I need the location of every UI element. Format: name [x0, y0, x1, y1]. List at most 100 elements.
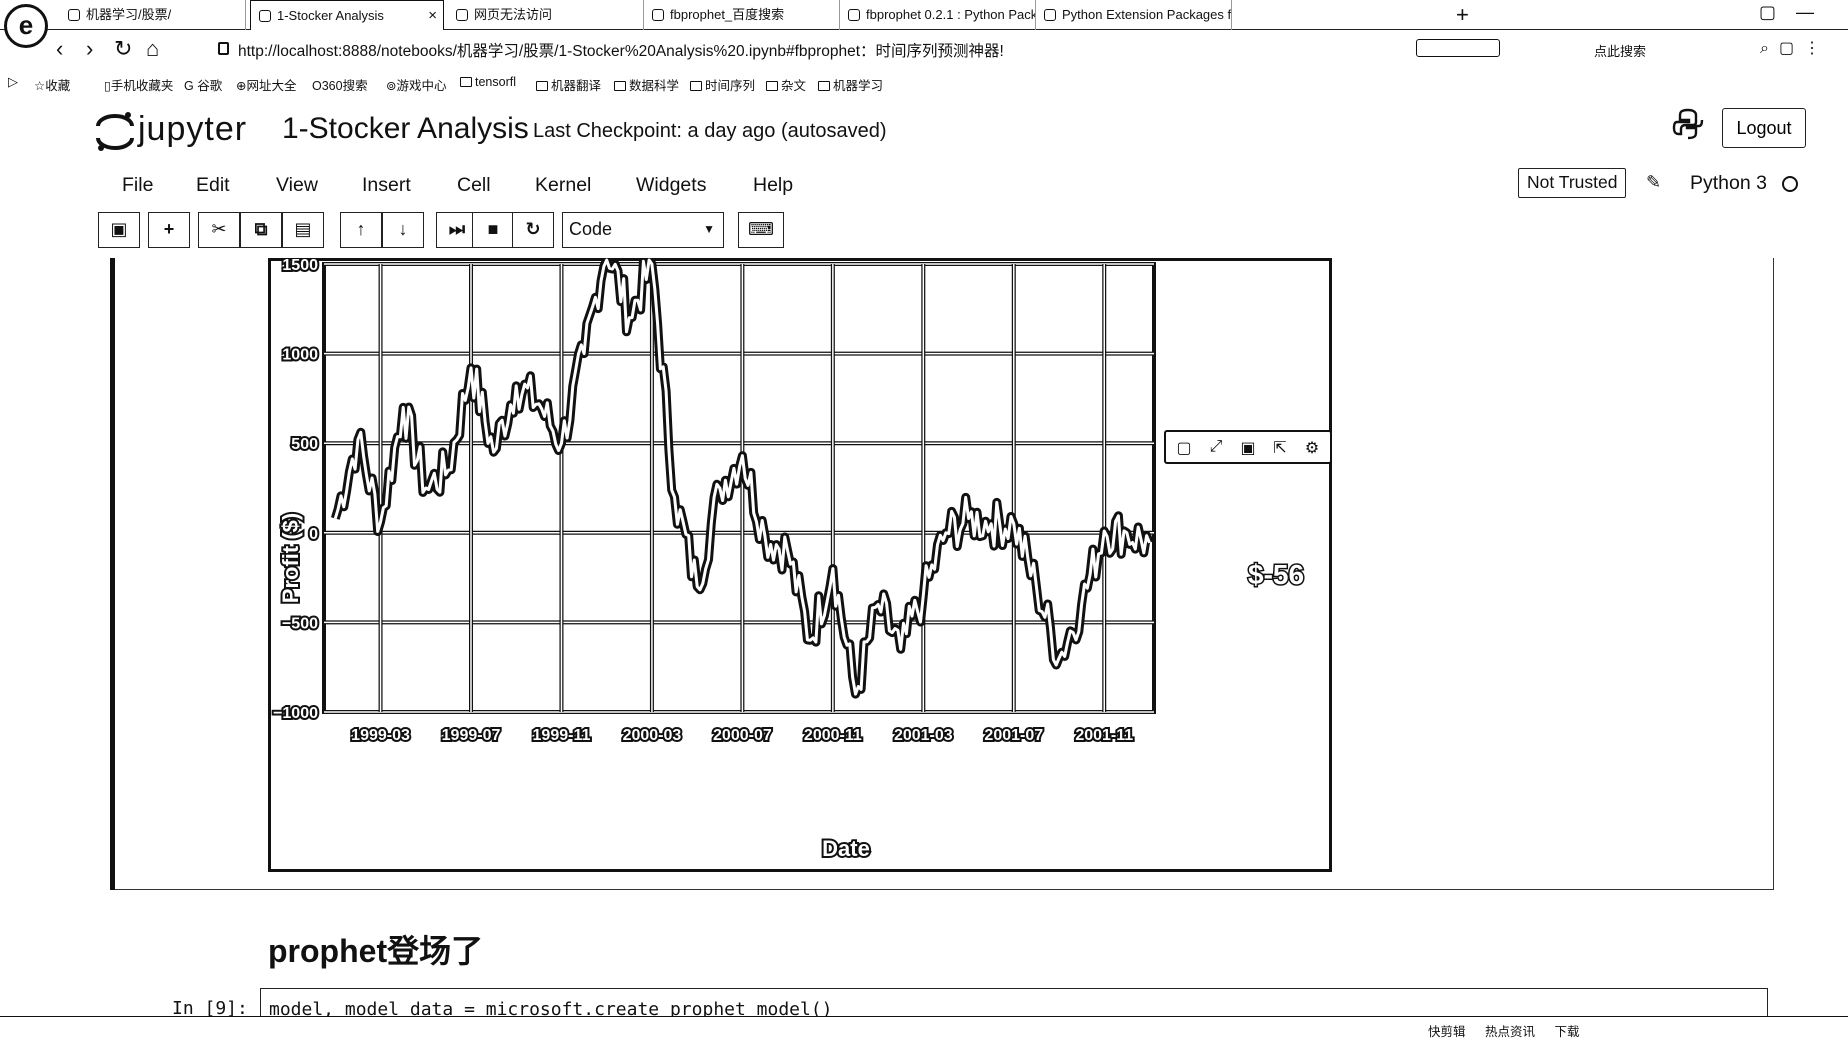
bookmark-hao[interactable]: ⊕网址大全 — [236, 79, 297, 93]
copy-icon[interactable]: ▢ — [1176, 440, 1192, 457]
input-prompt: In [9]: — [172, 998, 248, 1019]
chart-grid — [322, 262, 1156, 714]
menu-file[interactable]: File — [122, 174, 154, 196]
menu-bar: File Edit View Insert Cell Kernel Widget… — [0, 170, 1848, 206]
hot-search-link[interactable]: 点此搜索 — [1594, 44, 1647, 59]
copy-icon[interactable]: ⧉ — [240, 212, 282, 248]
move-down-icon[interactable]: ↓ — [382, 212, 424, 248]
x-tick-label: 2000-03 — [623, 727, 682, 744]
plot-border — [322, 262, 1156, 714]
python-icon — [848, 9, 860, 21]
y-tick-label: −500 — [282, 615, 318, 632]
menu-kernel[interactable]: Kernel — [535, 174, 592, 196]
bookmark-translate[interactable]: 机器翻译 — [536, 75, 601, 94]
search-box[interactable] — [1416, 39, 1500, 57]
y-tick-label: 500 — [291, 436, 318, 453]
jupyter-header: jupyter 1-Stocker Analysis Last Checkpoi… — [0, 98, 1848, 258]
cut-icon[interactable]: ✂ — [198, 212, 240, 248]
menu-view[interactable]: View — [276, 174, 318, 196]
status-hotnews[interactable]: 热点资讯 — [1485, 1025, 1536, 1039]
notebook-title[interactable]: 1-Stocker Analysis — [282, 112, 529, 145]
profit-chart[interactable]: 1500 1000 500 0 −500 −1000 1999-03 1999-07 1999-… — [268, 258, 1332, 872]
bookmark-games[interactable]: ⊚游戏中心 — [386, 79, 447, 93]
y-tick-label: 1500 — [282, 258, 318, 274]
logout-button[interactable]: Logout — [1722, 108, 1806, 148]
pencil-icon[interactable]: ✎ — [1646, 172, 1662, 192]
tab-stocker-analysis[interactable]: 1-Stocker Analysis × — [250, 0, 444, 30]
bookmark-datascience[interactable]: 数据科学 — [614, 75, 679, 94]
x-tick-label: 1999-03 — [351, 727, 410, 744]
code-cell[interactable]: model, model_data = microsoft.create_pro… — [260, 988, 1768, 1022]
bookmark-ml[interactable]: 机器学习 — [818, 75, 883, 94]
trust-status-button[interactable]: Not Trusted — [1518, 168, 1627, 198]
keyboard-icon[interactable]: ⌨ — [738, 212, 784, 248]
restart-icon[interactable]: ↻ — [512, 212, 554, 248]
browser-status-bar: 快剪辑 热点资讯 下载 — [0, 1016, 1848, 1040]
folder-icon — [766, 81, 778, 91]
tab-machine-learning[interactable]: 机器学习/股票/ — [60, 0, 246, 30]
tab-fbprophet-pypi[interactable]: fbprophet 0.2.1 : Python Pack — [840, 0, 1036, 30]
folder-icon — [460, 77, 472, 87]
paw-icon — [652, 9, 664, 21]
jupyter-logo-text[interactable]: jupyter — [138, 110, 248, 148]
menu-help[interactable]: Help — [753, 174, 794, 196]
stop-icon[interactable]: ■ — [472, 212, 514, 248]
x-tick-label: 2001-07 — [984, 727, 1043, 744]
menu-insert[interactable]: Insert — [362, 174, 411, 196]
loading-icon — [259, 10, 271, 22]
tab-python-extension-packages[interactable]: Python Extension Packages fc — [1036, 0, 1232, 30]
jupyter-logo-icon[interactable] — [94, 110, 136, 152]
save-icon[interactable]: ▣ — [98, 212, 140, 248]
forward-icon[interactable]: › — [86, 36, 94, 61]
back-icon[interactable]: ‹ — [56, 36, 64, 61]
code-text[interactable]: model, model_data = microsoft.create_pro… — [269, 999, 833, 1020]
toolbar-icons[interactable]: ⌕▢⋮ — [1760, 40, 1831, 57]
bookmark-360[interactable]: O360搜索 — [312, 79, 368, 93]
last-value-annotation: $-56 — [1248, 559, 1304, 590]
tab-page-unavailable[interactable]: 网页无法访问 — [448, 0, 644, 30]
bookmark-misc[interactable]: 杂文 — [766, 75, 806, 94]
y-axis-label: Profit ($) — [278, 513, 303, 603]
y-tick-label: −1000 — [273, 705, 318, 722]
menu-cell[interactable]: Cell — [457, 174, 491, 196]
status-download[interactable]: 下载 — [1554, 1025, 1580, 1039]
cell-selection-bar — [110, 258, 115, 890]
cell-type-select[interactable]: Code ▼ — [562, 212, 724, 248]
bookmark-timeseries[interactable]: 时间序列 — [690, 75, 755, 94]
chart-series — [330, 258, 1154, 699]
paste-icon[interactable]: ▤ — [282, 212, 324, 248]
tab-fbprophet-baidu[interactable]: fbprophet_百度搜索 — [644, 0, 840, 30]
y-tick-label: 1000 — [282, 347, 318, 364]
run-icon[interactable]: ⏭ — [436, 212, 478, 248]
x-axis-label: Date — [822, 836, 870, 861]
bookmark-favorites[interactable]: ☆收藏 — [34, 79, 71, 93]
move-up-icon[interactable]: ↑ — [340, 212, 382, 248]
gear-icon[interactable]: ⚙ — [1304, 440, 1320, 457]
x-tick-label: 2001-03 — [894, 727, 953, 744]
chart-modebar: ▢ ⤢ ▣ ⇱ ⚙ — [1164, 430, 1332, 464]
menu-widgets[interactable]: Widgets — [636, 174, 707, 196]
url-field[interactable]: http://localhost:8888/notebooks/机器学习/股票/… — [238, 43, 1004, 60]
close-tab-icon[interactable]: × — [428, 7, 437, 24]
bookmark-tensorflow[interactable]: tensorfl — [460, 75, 516, 89]
kernel-status-icon — [1782, 176, 1798, 192]
page-icon — [456, 9, 468, 21]
share-icon[interactable]: ⇱ — [1273, 440, 1287, 457]
loading-icon — [68, 9, 80, 21]
x-tick-label: 1999-11 — [533, 727, 591, 744]
home-icon[interactable]: ⌂ — [146, 36, 160, 61]
bookmark-google[interactable]: G 谷歌 — [184, 79, 223, 93]
expand-icon[interactable]: ⤢ — [1209, 438, 1223, 455]
save-icon[interactable]: ▣ — [1240, 440, 1256, 457]
address-bar: ‹ › ↻ ⌂ http://localhost:8888/notebooks/… — [0, 30, 1848, 68]
checkpoint-status: Last Checkpoint: a day ago (autosaved) — [533, 120, 887, 142]
new-tab-icon[interactable]: + — [1456, 2, 1469, 27]
status-quickclip[interactable]: 快剪辑 — [1428, 1025, 1466, 1039]
refresh-icon[interactable]: ↻ — [114, 36, 133, 61]
expand-icon[interactable]: ▷ — [8, 74, 18, 89]
insert-cell-icon[interactable]: + — [148, 212, 190, 248]
bookmarks-bar: ▷ ☆收藏 ▯手机收藏夹 G 谷歌 ⊕网址大全 O360搜索 ⊚游戏中心 ten… — [0, 70, 1848, 96]
bookmark-mobile[interactable]: ▯手机收藏夹 — [104, 79, 174, 93]
menu-edit[interactable]: Edit — [196, 174, 230, 196]
window-controls[interactable]: ▢— — [1758, 2, 1834, 22]
